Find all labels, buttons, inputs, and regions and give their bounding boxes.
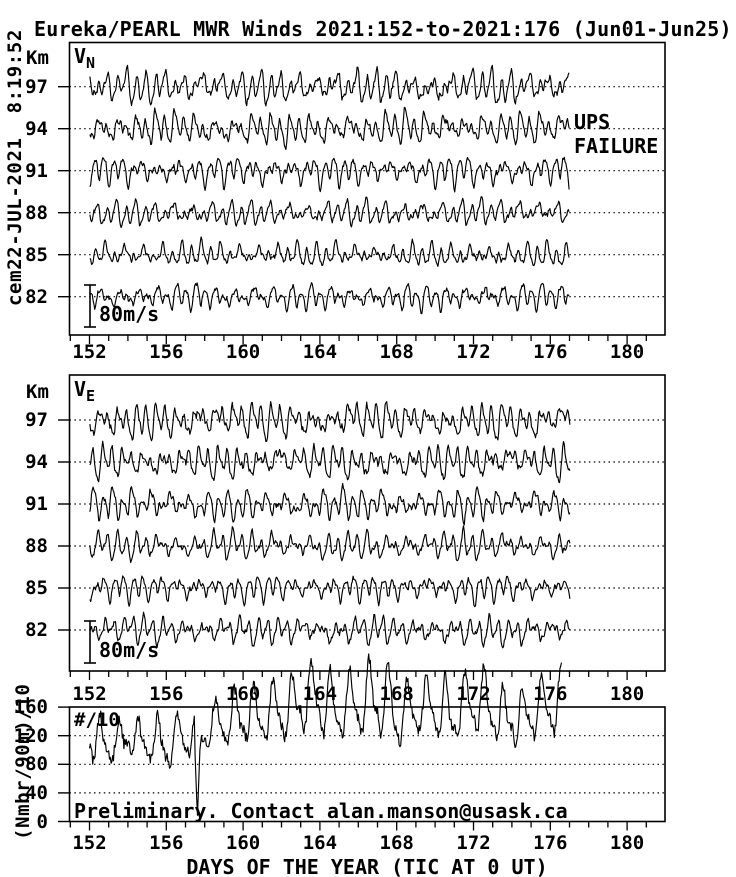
x-tick-label-row2-152: 152 [72, 683, 107, 705]
vn-var: V [74, 44, 87, 68]
vn-traces [89, 64, 570, 315]
ve-trace-88km [89, 525, 571, 564]
vn-var-subscript: N [86, 54, 96, 72]
vn-y-tick-97: 97 [25, 76, 48, 98]
vn-trace-88km [89, 196, 570, 229]
x-tick-label-row1-172: 172 [456, 341, 491, 363]
count-y-tick-80: 80 [25, 753, 48, 775]
ve-y-tick-91: 91 [25, 493, 48, 515]
ups-failure-annotation: UPS FAILURE [574, 110, 659, 158]
vn-altitude-unit-label: Km [26, 47, 49, 69]
x-tick-label-row2-156: 156 [149, 683, 184, 705]
panel-border [68, 706, 666, 823]
x-tick-label-row1-156: 156 [149, 341, 184, 363]
vn-series-label: VN [74, 44, 95, 72]
preliminary-contact-note: Preliminary. Contact alan.manson@usask.c… [74, 799, 568, 823]
x-tick-label-row3-180: 180 [609, 832, 645, 854]
ve-altitude-unit-label: Km [26, 381, 49, 403]
x-tick-label-row1-152: 152 [72, 341, 107, 363]
count-panel-grid [58, 706, 666, 831]
x-tick-label-row3-172: 172 [456, 832, 491, 854]
x-tick-label-row3-176: 176 [533, 832, 568, 854]
vn-panel-grid [58, 41, 666, 344]
x-tick-label-row2-168: 168 [379, 683, 414, 705]
ve-panel-grid [58, 374, 666, 680]
x-tick-label-row1-168: 168 [379, 341, 414, 363]
vn-y-tick-91: 91 [25, 160, 48, 182]
count-y-tick-120: 120 [13, 725, 48, 747]
panel-border [68, 41, 666, 336]
x-tick-label-row2-176: 176 [533, 683, 568, 705]
vn-y-tick-88: 88 [25, 202, 48, 224]
count-y-tick-160: 160 [13, 696, 48, 718]
x-tick-label-row1-164: 164 [302, 341, 338, 363]
ve-var-subscript: E [86, 387, 96, 405]
vn-trace-91km [89, 156, 570, 193]
ve-y-tick-88: 88 [25, 535, 48, 557]
ve-var: V [74, 377, 87, 401]
x-tick-label-row2-180: 180 [609, 683, 645, 705]
x-tick-label-row2-160: 160 [225, 683, 261, 705]
vn-scale-bar-label: 80m/s [99, 302, 160, 326]
chart-title: Eureka/PEARL MWR Winds 2021:152-to-2021:… [34, 17, 732, 41]
count-trace [88, 653, 563, 816]
vn-trace-94km [89, 106, 570, 150]
count-y-tick-40: 40 [25, 782, 48, 804]
x-tick-label-row2-164: 164 [302, 683, 338, 705]
count-inner-label: #/10 [74, 709, 120, 731]
ve-y-tick-97: 97 [25, 409, 48, 431]
x-tick-label-row1-180: 180 [609, 341, 645, 363]
ve-trace-97km [89, 401, 571, 443]
ve-trace-91km [89, 482, 571, 526]
x-tick-label-row1-176: 176 [533, 341, 568, 363]
vn-trace-82km [89, 282, 570, 315]
ve-series-label: VE [74, 377, 95, 405]
ve-scale-bar-label: 80m/s [99, 638, 160, 662]
ve-y-tick-82: 82 [25, 619, 48, 641]
vn-trace-97km [89, 64, 570, 107]
vn-trace-85km [89, 236, 570, 267]
ve-traces [89, 401, 571, 649]
count-y-tick-0: 0 [36, 811, 48, 833]
x-axis-caption: DAYS OF THE YEAR (TIC AT 0 UT) [186, 855, 548, 877]
x-tick-label-row3-164: 164 [302, 832, 338, 854]
vn-y-tick-94: 94 [25, 118, 48, 140]
vn-y-tick-85: 85 [25, 244, 48, 266]
ve-trace-82km [89, 611, 571, 649]
vn-scale-bar [84, 284, 96, 328]
ve-trace-85km [89, 575, 571, 608]
ve-scale-bar [84, 620, 96, 664]
x-tick-label-row1-160: 160 [225, 341, 261, 363]
ve-trace-94km [89, 440, 571, 484]
x-tick-label-row3-152: 152 [72, 832, 107, 854]
x-tick-label-row3-168: 168 [379, 832, 414, 854]
ve-y-tick-85: 85 [25, 577, 48, 599]
x-tick-label-row3-160: 160 [225, 832, 261, 854]
vn-y-tick-82: 82 [25, 286, 48, 308]
x-tick-label-row3-156: 156 [149, 832, 184, 854]
meteor-count-trace [88, 653, 563, 816]
x-tick-label-row2-172: 172 [456, 683, 491, 705]
ve-y-tick-94: 94 [25, 451, 48, 473]
